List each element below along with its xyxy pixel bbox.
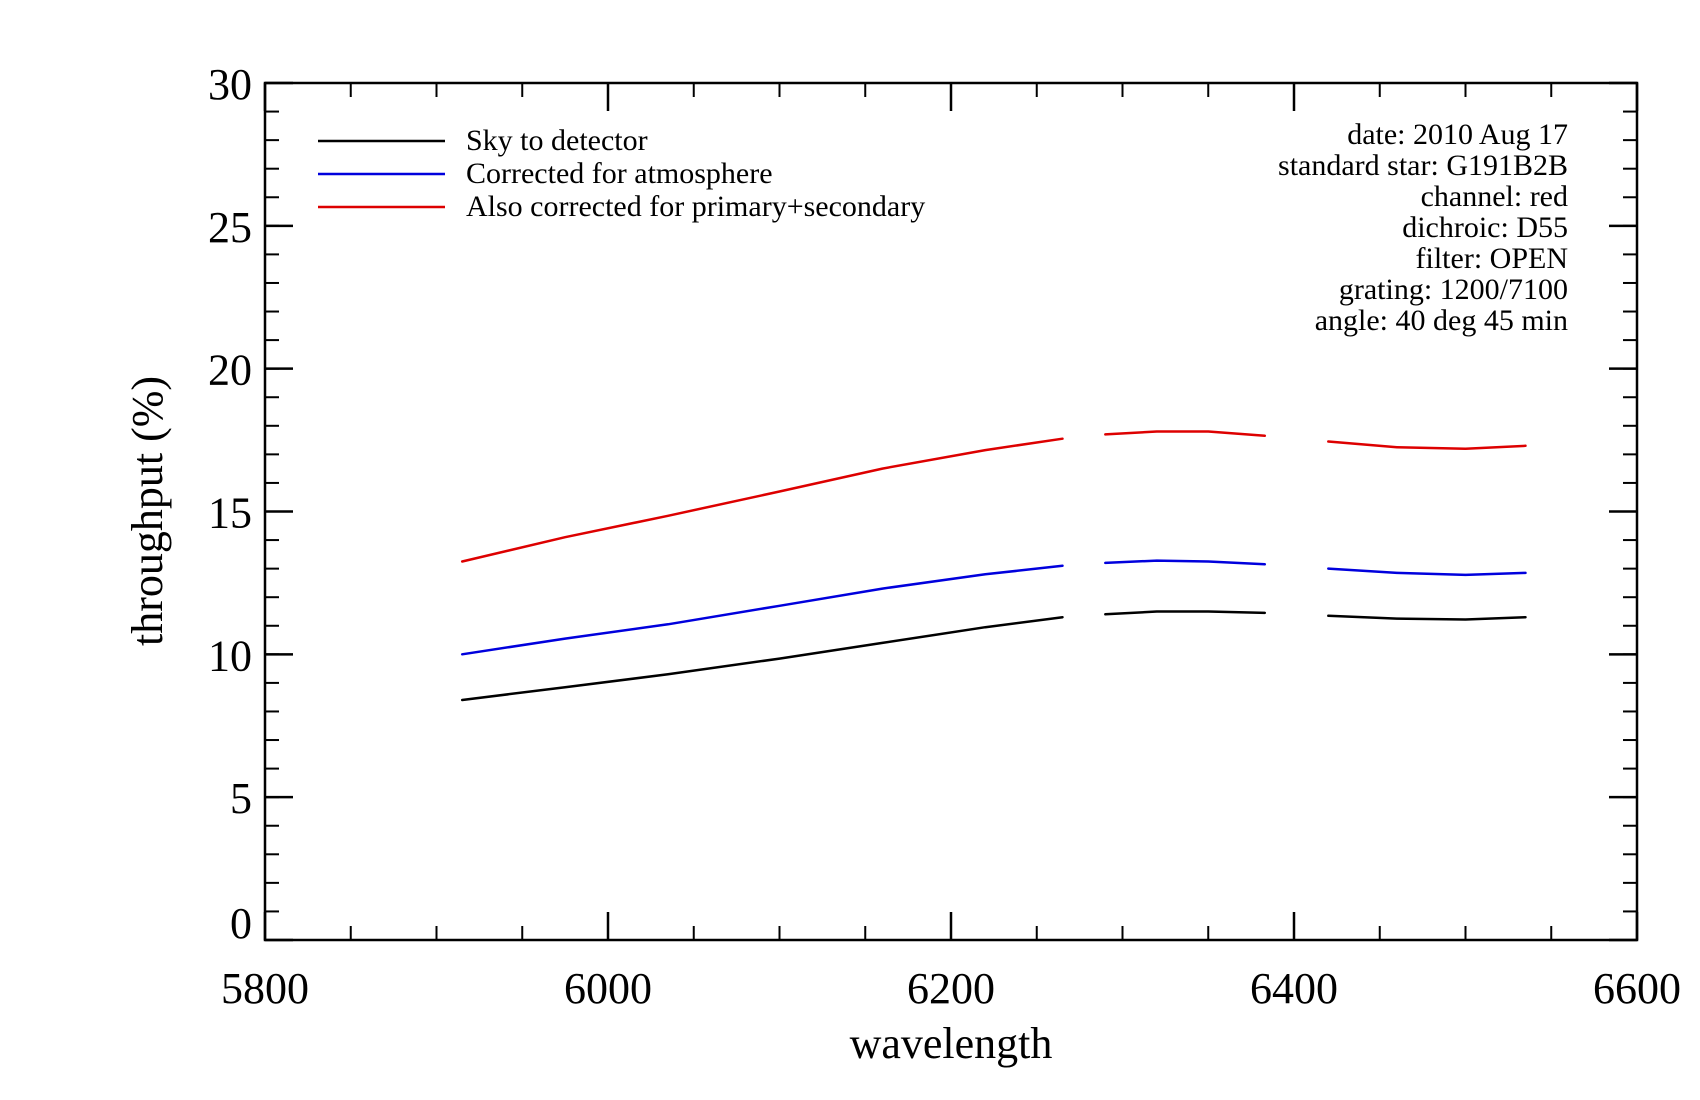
y-tick-label: 30 (208, 60, 252, 109)
y-axis-title: throughput (%) (123, 376, 172, 646)
info-date: date: 2010 Aug 17 (1347, 118, 1568, 151)
series-1-segment-1 (1104, 559, 1267, 566)
x-tick-label: 6600 (1593, 964, 1681, 1013)
legend-label-0: Sky to detector (466, 124, 648, 157)
y-tick-label: 25 (208, 203, 252, 252)
legend-label-1: Corrected for atmosphere (466, 157, 773, 190)
info-dichroic: dichroic: D55 (1402, 211, 1568, 244)
y-tick-label: 10 (208, 631, 252, 680)
x-tick-label: 6400 (1250, 964, 1338, 1013)
y-tick-label: 0 (230, 899, 252, 948)
info-channel: channel: red (1421, 180, 1568, 213)
series-2-segment-0 (460, 437, 1064, 563)
x-axis-title: wavelength (850, 1019, 1053, 1068)
series-1-segment-0 (460, 564, 1064, 656)
y-tick-labels: 0 5 10 15 20 25 30 (208, 60, 252, 948)
series-lines (460, 430, 1527, 702)
major-ticks (263, 81, 1639, 942)
x-tick-label: 6200 (907, 964, 995, 1013)
series-2-segment-2 (1327, 440, 1527, 450)
series-0-segment-1 (1104, 610, 1267, 616)
info-angle: angle: 40 deg 45 min (1315, 304, 1568, 337)
series-0-segment-2 (1327, 614, 1527, 621)
info-filter: filter: OPEN (1416, 242, 1568, 275)
x-tick-label: 5800 (221, 964, 309, 1013)
y-tick-label: 20 (208, 346, 252, 395)
legend-label-2: Also corrected for primary+secondary (466, 190, 925, 223)
series-1-segment-2 (1327, 567, 1527, 577)
x-tick-label: 6000 (564, 964, 652, 1013)
y-tick-label: 5 (230, 774, 252, 823)
info-grating: grating: 1200/7100 (1339, 273, 1568, 306)
series-2-segment-1 (1104, 430, 1267, 438)
legend: Sky to detector Corrected for atmosphere… (318, 124, 925, 223)
series-0-segment-0 (460, 615, 1064, 702)
x-tick-labels: 5800 6000 6200 6400 6600 (221, 964, 1681, 1013)
info-standard-star: standard star: G191B2B (1278, 149, 1568, 182)
y-tick-label: 15 (208, 489, 252, 538)
info-annotations: date: 2010 Aug 17 standard star: G191B2B… (1278, 118, 1568, 337)
